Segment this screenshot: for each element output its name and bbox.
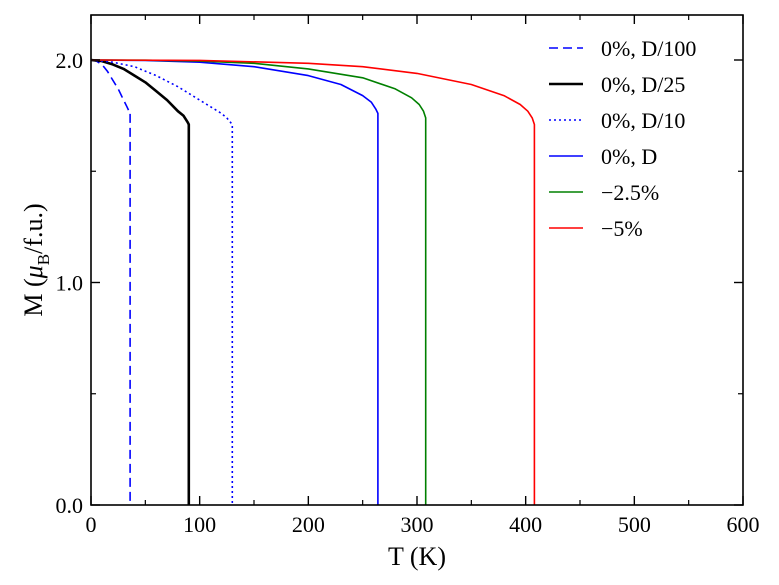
legend-label-3: 0%, D/10	[601, 108, 685, 133]
y-axis-label: M (μB/f.u.)	[19, 203, 53, 316]
y-tick-label: 1.0	[56, 271, 84, 296]
x-tick-label: 0	[86, 512, 97, 537]
series-line-1	[90, 59, 131, 505]
x-tick-label: 300	[401, 512, 434, 537]
series-line-4	[90, 59, 379, 505]
legend-label-6: −5%	[601, 216, 643, 241]
x-tick-label: 600	[727, 512, 760, 537]
y-tick-label: 2.0	[56, 48, 84, 73]
legend-label-4: 0%, D	[601, 144, 657, 169]
plot-frame	[90, 14, 744, 506]
x-tick-label: 400	[509, 512, 542, 537]
series-line-6	[90, 59, 536, 505]
y-tick-label: 0.0	[56, 493, 84, 518]
x-axis-label: T (K)	[388, 542, 446, 571]
x-tick-label: 100	[183, 512, 216, 537]
legend-label-1: 0%, D/100	[601, 36, 696, 61]
legend-label-5: −2.5%	[601, 180, 659, 205]
x-tick-label: 200	[292, 512, 325, 537]
series-line-2	[90, 58, 191, 505]
series-line-3	[90, 59, 234, 505]
series-line-5	[90, 59, 427, 505]
legend-label-2: 0%, D/25	[601, 72, 685, 97]
x-tick-label: 500	[618, 512, 651, 537]
